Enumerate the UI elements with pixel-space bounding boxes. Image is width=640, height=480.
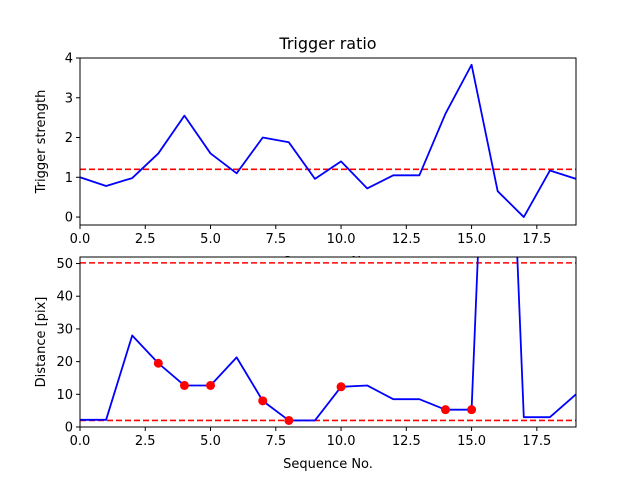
bottom-x-tick-label-5: 12.5 xyxy=(392,434,421,449)
bottom-marker-5 xyxy=(336,382,346,392)
bottom-y-tick-label-1: 10 xyxy=(56,388,73,403)
bottom-marker-1 xyxy=(179,380,189,390)
bottom-y-tick-label-4: 40 xyxy=(56,290,73,305)
bottom-marker-6 xyxy=(440,405,450,415)
top-x-tick-label-0: 0.0 xyxy=(70,232,91,247)
bottom-x-tick-label-1: 2.5 xyxy=(135,434,156,449)
bottom-x-tick-label-4: 10.0 xyxy=(327,434,356,449)
bottom-marker-3 xyxy=(258,396,268,406)
top-x-tick-label-7: 17.5 xyxy=(522,232,551,247)
bottom-x-tick-label-0: 0.0 xyxy=(70,434,91,449)
top-frame xyxy=(79,57,577,226)
bottom-marker-2 xyxy=(206,380,216,390)
top-y-tick-label-4: 4 xyxy=(65,52,73,67)
bottom-x-axis-title: Sequence No. xyxy=(283,457,373,472)
top-y-tick-label-0: 0 xyxy=(65,211,73,226)
bottom-y-axis-title: Distance [pix] xyxy=(34,297,49,388)
bottom-x-tick-label-3: 7.5 xyxy=(265,434,286,449)
top-chart-title: Trigger ratio xyxy=(278,34,376,53)
top-x-tick-label-4: 10.0 xyxy=(327,232,356,247)
bottom-series-line-0 xyxy=(80,257,576,422)
top-y-tick-label-2: 2 xyxy=(65,131,73,146)
top-y-tick-label-1: 1 xyxy=(65,171,73,186)
bottom-x-tick-label-2: 5.0 xyxy=(200,434,221,449)
bottom-marker-7 xyxy=(467,405,477,415)
top-y-axis-title: Trigger strength xyxy=(34,90,49,195)
top-plot-area xyxy=(80,58,576,225)
top-series-line-0 xyxy=(80,63,576,218)
bottom-marker-4 xyxy=(284,415,294,425)
top-x-tick-label-1: 2.5 xyxy=(135,232,156,247)
top-x-tick-label-2: 5.0 xyxy=(200,232,221,247)
top-y-tick-label-3: 3 xyxy=(65,91,73,106)
bottom-y-tick-label-2: 20 xyxy=(56,355,73,370)
bottom-frame xyxy=(79,256,577,428)
top-x-tick-label-3: 7.5 xyxy=(265,232,286,247)
top-plot-content xyxy=(80,63,576,218)
top-chart: 0.02.55.07.510.012.515.017.501234Sequenc… xyxy=(34,34,577,270)
bottom-plot-content xyxy=(80,257,576,425)
bottom-plot-area xyxy=(80,257,576,427)
bottom-x-tick-label-6: 15.0 xyxy=(457,434,486,449)
top-x-tick-label-5: 12.5 xyxy=(392,232,421,247)
bottom-x-tick-label-7: 17.5 xyxy=(522,434,551,449)
bottom-y-tick-label-0: 0 xyxy=(65,421,73,436)
bottom-y-tick-label-3: 30 xyxy=(56,322,73,337)
bottom-chart: 0.0 2.5 5.0 7.5 10.0 12.5 15.0 17.5 0 10 20 30 40 50 S… xyxy=(34,256,577,472)
top-x-tick-label-6: 15.0 xyxy=(457,232,486,247)
bottom-marker-0 xyxy=(153,358,163,368)
bottom-y-tick-label-5: 50 xyxy=(56,257,73,272)
